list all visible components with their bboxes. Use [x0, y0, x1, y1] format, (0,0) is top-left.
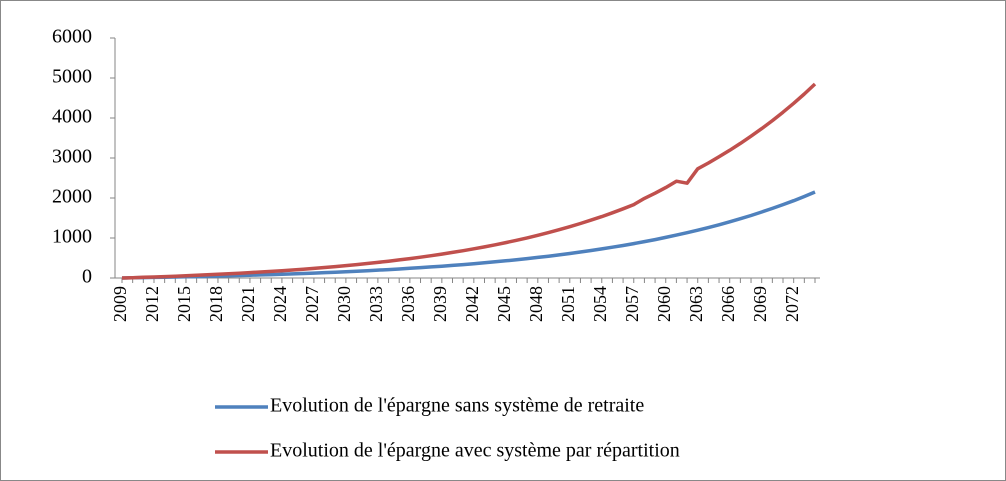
- x-tick-label: 2033: [366, 286, 386, 322]
- x-tick-label: 2051: [558, 286, 578, 322]
- x-tick-label: 2018: [206, 286, 226, 322]
- x-tick-label: 2060: [654, 286, 674, 322]
- y-tick-label: 3000: [52, 146, 92, 168]
- x-tick-label: 2021: [238, 286, 258, 322]
- y-tick-label: 4000: [52, 106, 92, 128]
- x-tick-label: 2045: [494, 286, 514, 322]
- y-tick-label: 6000: [52, 26, 92, 48]
- x-tick-label: 2042: [462, 286, 482, 322]
- legend-label: Evolution de l'épargne sans système de r…: [270, 395, 644, 417]
- y-tick-label: 1000: [52, 226, 92, 248]
- y-tick-label: 2000: [52, 186, 92, 208]
- x-tick-label: 2015: [174, 286, 194, 322]
- x-tick-label: 2069: [750, 286, 770, 322]
- x-tick-label: 2066: [718, 286, 738, 322]
- x-tick-label: 2027: [302, 286, 322, 322]
- x-tick-label: 2048: [526, 286, 546, 322]
- x-tick-label: 2036: [398, 286, 418, 322]
- x-tick-label: 2024: [270, 286, 290, 322]
- x-tick-label: 2057: [622, 286, 642, 322]
- y-tick-label: 0: [82, 266, 92, 288]
- x-tick-label: 2063: [686, 286, 706, 322]
- series-line: [121, 82, 817, 280]
- x-tick-label: 2054: [590, 286, 610, 322]
- x-tick-label: 2030: [334, 286, 354, 322]
- legend-label: Evolution de l'épargne avec système par …: [270, 440, 680, 462]
- x-tick-label: 2009: [110, 286, 130, 322]
- x-tick-label: 2072: [782, 286, 802, 322]
- y-tick-label: 5000: [52, 66, 92, 88]
- x-tick-label: 2039: [430, 286, 450, 322]
- x-tick-label: 2012: [142, 286, 162, 322]
- series-line: [121, 190, 816, 280]
